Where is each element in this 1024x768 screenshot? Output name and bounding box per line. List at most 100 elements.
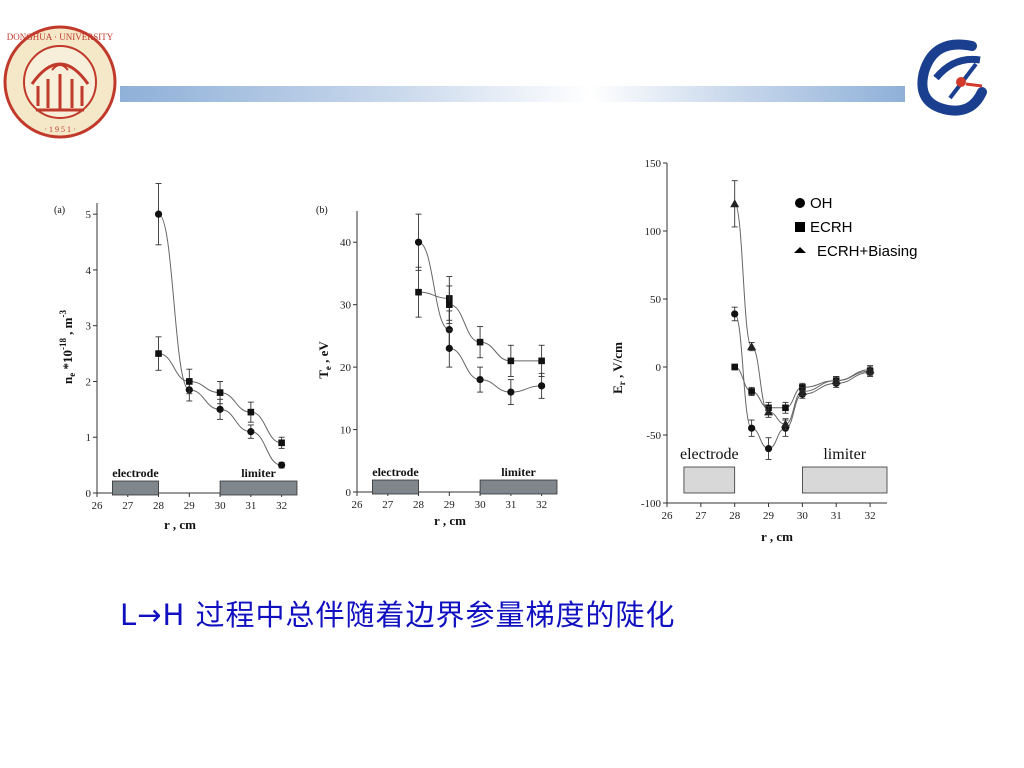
chart-a-xlabel: r , cm — [164, 517, 196, 532]
chart-c-y-tick-label: 150 — [645, 158, 662, 170]
chart-b-point-square — [446, 301, 453, 308]
chart-a-y-tick-label: 0 — [86, 488, 92, 500]
legend-marker-triangle — [794, 247, 806, 253]
panel-tag-b: (b) — [316, 205, 328, 216]
chart-a-y-tick-label: 5 — [86, 209, 92, 221]
chart-c-x-tick-label: 30 — [797, 510, 809, 522]
chart-c-ylabel: Er , V/cm — [610, 342, 627, 394]
chart-b-x-tick-label: 26 — [352, 499, 364, 511]
chart-a-y-tick-label: 1 — [86, 432, 92, 444]
chart-c-x-tick-label: 29 — [763, 510, 775, 522]
chart-c-x-tick-label: 26 — [662, 510, 674, 522]
chart-c-y-tick-label: 100 — [645, 226, 662, 238]
legend-marker-square — [795, 222, 805, 232]
legend-label-circle: OH — [810, 195, 833, 212]
chart-c-point-square — [782, 404, 789, 412]
slide-caption: L→H 过程中总伴随着边界参量梯度的陡化 — [120, 598, 676, 632]
chart-c-point-triangle — [797, 386, 807, 395]
chart-a-marks — [154, 183, 286, 469]
donghua-university-seal-logo: DONGHUA · UNIVERSITY · 1 9 5 1 · — [3, 25, 117, 139]
chart-a-region-limiter — [219, 480, 298, 496]
chart-c-point-square — [748, 388, 755, 395]
chart-b-point-square — [415, 288, 422, 296]
chart-c-y-tick-label: -100 — [641, 498, 662, 510]
header-accent-bar — [120, 86, 905, 102]
chart-c-x-tick-label: 32 — [865, 510, 876, 522]
chart-b-regions: electrode limiter — [371, 465, 558, 495]
chart-a-series-line-circle — [158, 213, 282, 466]
chart-c-point-triangle — [730, 199, 740, 208]
chart-b-marks — [414, 213, 546, 406]
chart-a-y-tick-label: 4 — [86, 265, 92, 277]
chart-b-x-tick-label: 31 — [505, 499, 516, 511]
institute-logo — [917, 39, 987, 116]
chart-b-y-tick-label: 30 — [340, 300, 352, 312]
chart-a-point-circle — [278, 461, 286, 469]
chart-a-point-square — [186, 378, 193, 385]
chart-c-xlabel: r , cm — [761, 529, 793, 544]
chart-c-point-circle — [748, 424, 756, 432]
chart-c-y-tick-label: 0 — [656, 362, 662, 374]
chart-c-regions: electrode limiter — [680, 446, 888, 494]
chart-c-point-triangle — [764, 407, 774, 416]
chart-electron-density: (a) 0 1 2 3 4 5 26 27 28 29 30 31 32 electrode limite… — [54, 183, 298, 532]
chart-c-axes: -100 -50 0 50 100 150 26 27 28 29 30 31 32 — [641, 158, 887, 522]
chart-b-x-tick-label: 28 — [413, 499, 425, 511]
legend-marker-circle — [795, 198, 805, 208]
chart-c-x-tick-label: 28 — [729, 510, 741, 522]
chart-b-region-label-electrode: electrode — [372, 465, 419, 479]
chart-c-y-tick-label: -50 — [646, 430, 661, 442]
chart-electron-temperature: (b) 0 10 20 30 40 26 27 28 29 30 31 32 electrode lim… — [316, 205, 558, 528]
chart-b-x-tick-label: 29 — [444, 499, 456, 511]
chart-c-y-tick-label: 50 — [650, 294, 662, 306]
chart-a-point-circle — [216, 405, 224, 413]
chart-b-ylabel: Te , eV — [316, 341, 333, 379]
chart-b-point-circle — [507, 388, 515, 396]
chart-a-x-tick-label: 29 — [184, 500, 196, 512]
chart-b-point-circle — [445, 344, 453, 352]
svg-text:· 1 9 5 1 ·: · 1 9 5 1 · — [44, 125, 75, 134]
legend-label-square: ECRH — [810, 219, 853, 236]
chart-b-x-tick-label: 30 — [475, 499, 487, 511]
chart-c-point-triangle — [865, 365, 875, 374]
chart-a-point-circle — [154, 210, 163, 218]
chart-a-point-square — [155, 350, 162, 357]
svg-text:DONGHUA · UNIVERSITY: DONGHUA · UNIVERSITY — [7, 32, 114, 42]
chart-a-region-electrode — [111, 480, 159, 496]
chart-c-x-tick-label: 31 — [831, 510, 842, 522]
chart-b-y-tick-label: 10 — [340, 425, 352, 437]
chart-a-x-tick-label: 32 — [276, 500, 287, 512]
chart-c-region-electrode — [683, 466, 736, 494]
chart-a-point-square — [278, 439, 285, 447]
chart-c-region-label-electrode: electrode — [680, 446, 739, 463]
chart-a-x-tick-label: 28 — [153, 500, 165, 512]
chart-a-region-label-electrode: electrode — [112, 466, 159, 480]
panel-tag-a: (a) — [54, 205, 65, 216]
chart-a-point-circle — [247, 428, 255, 436]
chart-b-point-circle — [538, 382, 546, 390]
chart-c-marks — [730, 180, 875, 460]
chart-a-x-tick-label: 30 — [215, 500, 227, 512]
chart-a-point-square — [216, 389, 224, 396]
chart-b-y-tick-label: 0 — [346, 487, 352, 499]
chart-b-point-square — [507, 357, 515, 365]
chart-b-point-square — [538, 357, 545, 365]
chart-a-ylabel: ne *10-18 , m-3 — [58, 309, 77, 384]
chart-a-y-tick-label: 2 — [86, 376, 92, 388]
chart-b-region-limiter — [479, 479, 558, 495]
chart-c-region-label-limiter: limiter — [823, 446, 866, 463]
chart-c-region-limiter — [801, 466, 888, 494]
chart-c-point-circle — [764, 445, 773, 453]
chart-a-region-label-limiter: limiter — [241, 466, 276, 480]
chart-b-region-label-limiter: limiter — [501, 465, 536, 479]
legend-label-triangle: ECRH+Biasing — [817, 243, 917, 260]
chart-b-region-electrode — [371, 479, 419, 495]
chart-c-legend: OH ECRH ECRH+Biasing — [794, 195, 917, 260]
chart-a-x-tick-label: 31 — [245, 500, 256, 512]
chart-radial-electric-field: -100 -50 0 50 100 150 26 27 28 29 30 31 32 electrode… — [610, 158, 917, 544]
chart-a-x-tick-label: 26 — [92, 500, 104, 512]
chart-c-point-triangle — [780, 419, 790, 428]
chart-a-y-tick-label: 3 — [86, 321, 92, 333]
chart-c-point-triangle — [747, 342, 757, 351]
chart-a-x-tick-label: 27 — [122, 500, 133, 512]
